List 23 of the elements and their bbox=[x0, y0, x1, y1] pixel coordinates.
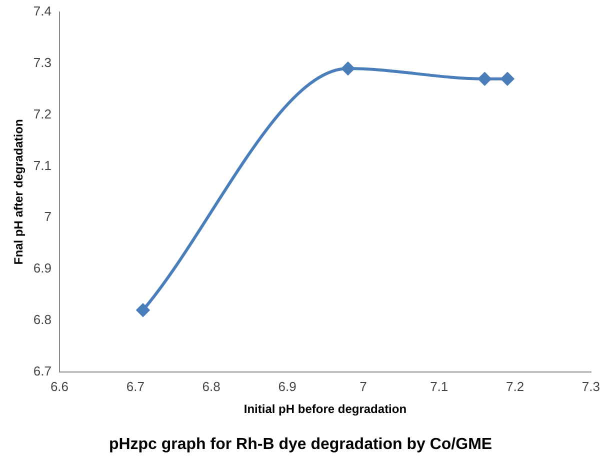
y-tick-label: 6.8 bbox=[33, 312, 52, 327]
x-tick-label: 6.9 bbox=[278, 379, 296, 394]
x-tick-label: 7.2 bbox=[506, 379, 524, 394]
x-axis-title: Initial pH before degradation bbox=[244, 402, 407, 416]
y-tick-label: 7.3 bbox=[33, 54, 52, 70]
point bbox=[136, 304, 150, 317]
x-tick-label: 7.3 bbox=[582, 379, 600, 394]
y-tick-label: 7.2 bbox=[33, 106, 52, 122]
y-tick-label: 7.1 bbox=[33, 158, 52, 173]
point bbox=[478, 72, 492, 86]
x-tick-label: 7.1 bbox=[430, 379, 448, 394]
y-tick-label: 7 bbox=[44, 209, 52, 224]
y-tick-label: 6.9 bbox=[33, 260, 52, 276]
y-tick-label: 7.4 bbox=[33, 4, 52, 19]
x-tick-label: 6.7 bbox=[126, 379, 144, 394]
point bbox=[341, 62, 354, 76]
text: pHzpc graph for Rh-B dye degradation by Co/GME bbox=[108, 436, 492, 453]
x-tick-label: 6.6 bbox=[50, 379, 69, 394]
y-tick-label: 6.7 bbox=[33, 363, 52, 378]
y-axis-title: Fnal pH after degradation bbox=[12, 119, 26, 265]
point bbox=[500, 72, 514, 86]
x-tick-label: 7 bbox=[360, 379, 367, 394]
x-tick-label: 6.8 bbox=[202, 379, 220, 394]
